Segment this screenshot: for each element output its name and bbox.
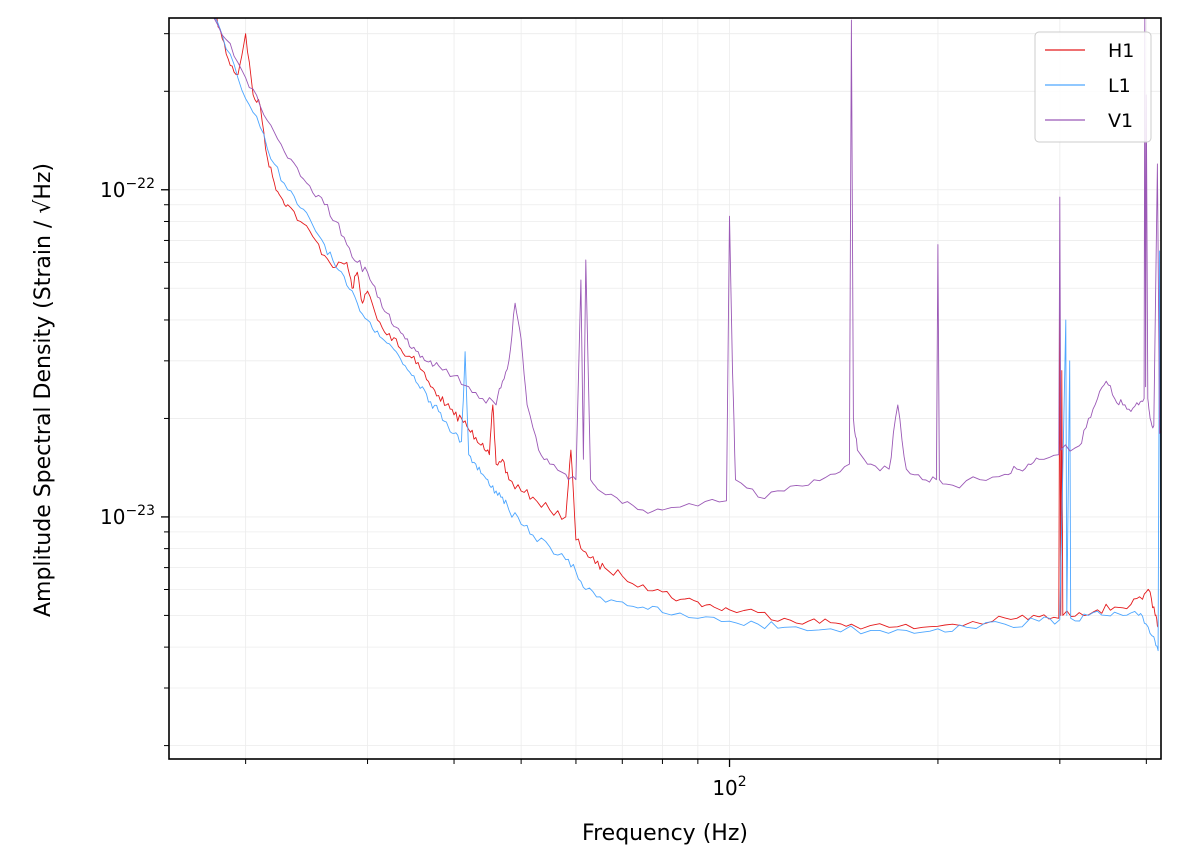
x-axis-label: Frequency (Hz): [582, 821, 748, 846]
series-line-h1: [216, 18, 1159, 630]
series-line-v1: [213, 18, 1161, 514]
y-axis-label: Amplitude Spectral Density (Strain / √Hz…: [31, 163, 56, 617]
y-tick-label: 10−23: [100, 503, 155, 529]
axis-ticks: 102 10−22 10−23: [100, 33, 1147, 800]
legend: H1 L1 V1: [1034, 31, 1152, 143]
legend-label-h1: H1: [1108, 40, 1134, 62]
y-tick-label: 10−22: [100, 176, 155, 202]
series-lines: [213, 18, 1161, 659]
plot-frame: [168, 17, 1162, 760]
x-tick-label: 102: [712, 774, 746, 800]
legend-box: [1034, 31, 1152, 143]
series-line-l1: [214, 18, 1161, 659]
legend-label-l1: L1: [1108, 75, 1131, 97]
legend-label-v1: V1: [1108, 110, 1133, 132]
